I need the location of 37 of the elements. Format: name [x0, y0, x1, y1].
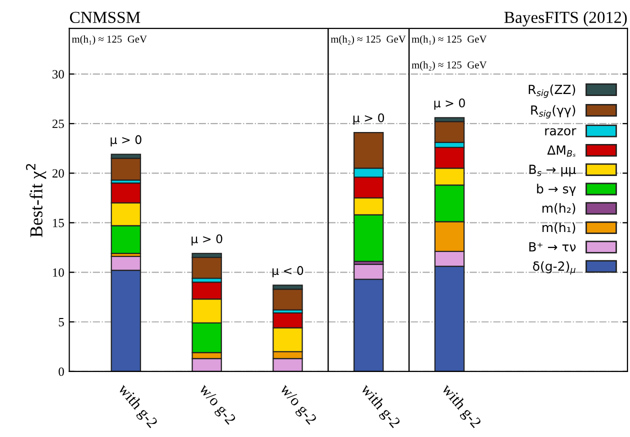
annotation: μ < 0 [272, 266, 304, 278]
y-tick-label: 20 [52, 169, 64, 178]
x-tick-label: w/o g-2 [196, 382, 236, 427]
y-tick-label: 25 [52, 120, 64, 128]
chart-title: CNMSSM [70, 12, 140, 24]
x-tick-label: with g-2 [115, 382, 158, 430]
bar [110, 158, 142, 181]
legend-label: R$_{sig}$(ZZ) [528, 84, 576, 98]
annotation: m(h₁) ≈ 125 GeV [72, 35, 147, 45]
legend-label: m(h₁) [542, 222, 576, 234]
annotation: m(h₂) ≈ 125 GeV [330, 35, 406, 45]
legend-label: razor [545, 128, 576, 136]
annotation: m(h₁) ≈ 125 GeV [412, 35, 487, 45]
y-tick-label: 15 [53, 218, 64, 228]
legend-label: B$_{s}$ → μμ [529, 164, 576, 177]
y-axis-title: Best-fit χ$^{2}$ [26, 164, 46, 238]
y-tick-label: 30 [52, 70, 64, 78]
legend-label: m(h₂) [542, 203, 576, 214]
y-tick-label: 5 [58, 318, 64, 326]
annotation: m(h₂) ≈ 125 GeV [412, 61, 487, 71]
x-tick-label: w/o g-2 [277, 382, 318, 427]
y-tick-label: 10 [53, 268, 64, 277]
bar [192, 256, 222, 279]
legend-label: δ(g-2)$_{μ}$ [533, 261, 576, 275]
annotation: μ > 0 [353, 113, 384, 125]
annotation: μ > 0 [110, 135, 142, 146]
legend-label: ΔM$_{Bₛ}$ [547, 145, 576, 157]
y-tick-label: 0 [58, 367, 64, 376]
x-tick-label: with g-2 [358, 382, 402, 430]
legend-label: b → sγ [537, 184, 576, 196]
x-tick-label: with g-2 [438, 382, 482, 430]
annotation: μ > 0 [192, 234, 222, 246]
legend-label: B⁺ → τν [529, 242, 576, 252]
bar [272, 288, 303, 311]
legend-label: R$_{sig}$(γγ) [531, 105, 576, 118]
text: BayesFITS (2012) [504, 11, 627, 26]
annotation: μ > 0 [434, 98, 465, 110]
